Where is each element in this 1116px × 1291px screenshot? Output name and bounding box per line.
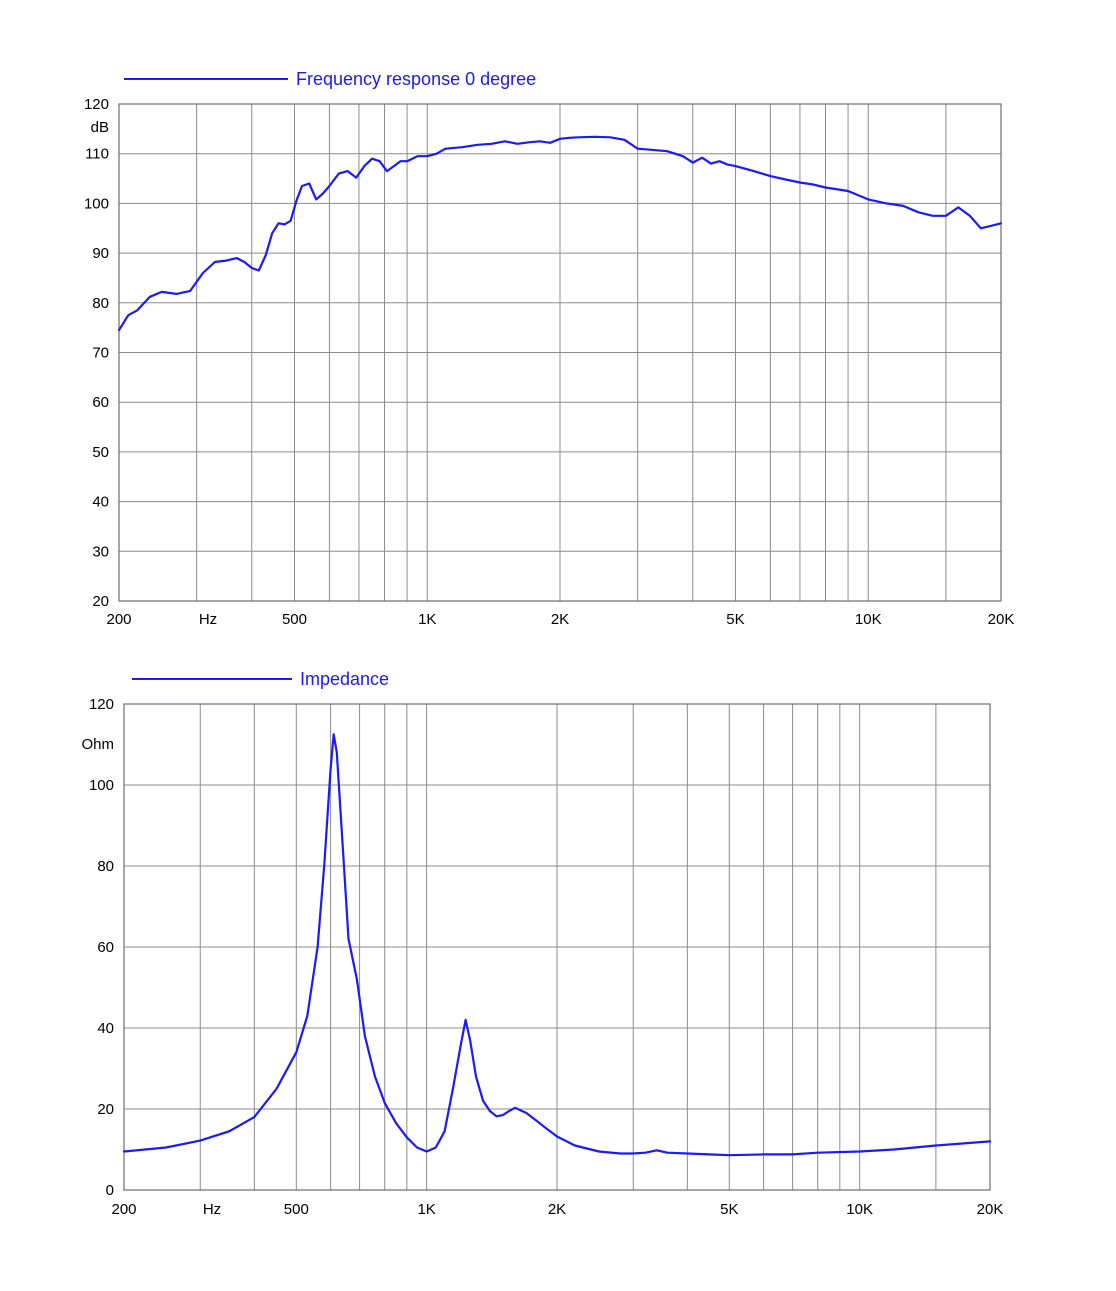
imp-x-tick-label: 2K bbox=[548, 1201, 566, 1218]
imp-x-tick-label: 10K bbox=[846, 1201, 873, 1218]
freq-y-tick-label: 110 bbox=[85, 146, 109, 163]
freq-y-tick-label: 40 bbox=[92, 494, 109, 511]
imp-y-tick-label: 40 bbox=[97, 1020, 114, 1037]
imp-series-line bbox=[122, 733, 992, 1157]
freq-legend-label: Frequency response 0 degree bbox=[296, 69, 536, 89]
freq-x-tick-label: 10K bbox=[855, 611, 882, 628]
freq-x-tick-label: 20K bbox=[988, 611, 1015, 628]
imp-x-tick-label: 20K bbox=[977, 1201, 1004, 1218]
imp-y-tick-label: 120 bbox=[89, 696, 114, 713]
freq-x-tick-label: 500 bbox=[282, 611, 307, 628]
imp-x-unit-label: Hz bbox=[203, 1201, 221, 1218]
imp-x-tick-label: 1K bbox=[417, 1201, 435, 1218]
freq-y-tick-label: 90 bbox=[92, 245, 109, 262]
freq-x-tick-label: 1K bbox=[418, 611, 436, 628]
freq-x-tick-label: 5K bbox=[726, 611, 744, 628]
freq-series-line bbox=[117, 135, 1003, 332]
freq-y-tick-label: 120 bbox=[84, 96, 109, 113]
imp-plot-frame bbox=[123, 703, 991, 1191]
freq-y-tick-label: 30 bbox=[92, 543, 109, 560]
freq-plot-frame bbox=[118, 103, 1002, 602]
imp-x-tick-label: 200 bbox=[111, 1201, 136, 1218]
imp-y-tick-label: 80 bbox=[97, 858, 114, 875]
freq-x-tick-label: 200 bbox=[106, 611, 131, 628]
imp-legend-label: Impedance bbox=[300, 669, 389, 689]
freq-y-tick-label: 80 bbox=[92, 295, 109, 312]
imp-y-tick-label: 20 bbox=[97, 1101, 114, 1118]
freq-x-unit-label: Hz bbox=[199, 611, 217, 628]
imp-y-tick-label: 100 bbox=[89, 777, 114, 794]
imp-y-tick-label: 60 bbox=[97, 939, 114, 956]
freq-unit-label: dB bbox=[91, 119, 109, 136]
freq-y-tick-label: 100 bbox=[84, 195, 109, 212]
freq-x-tick-label: 2K bbox=[551, 611, 569, 628]
freq-y-tick-label: 60 bbox=[92, 394, 109, 411]
freq-y-tick-label: 70 bbox=[92, 345, 109, 362]
imp-x-tick-label: 500 bbox=[284, 1201, 309, 1218]
imp-x-tick-label: 5K bbox=[720, 1201, 738, 1218]
imp-unit-label: Ohm bbox=[81, 736, 114, 753]
imp-y-tick-label: 0 bbox=[106, 1182, 114, 1199]
freq-y-tick-label: 50 bbox=[92, 444, 109, 461]
freq-y-tick-label: 20 bbox=[92, 593, 109, 610]
